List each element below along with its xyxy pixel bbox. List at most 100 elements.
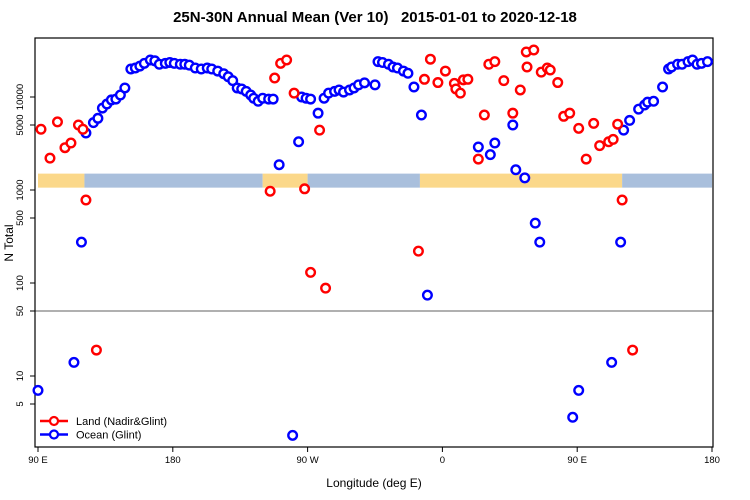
data-point-ocean (408, 81, 420, 93)
x-tick-label: 90 E (567, 455, 587, 466)
data-point-land (489, 56, 501, 68)
data-point-ocean (267, 93, 279, 105)
data-point-land (305, 266, 317, 278)
data-point-land (594, 140, 606, 152)
data-point-ocean (606, 356, 618, 368)
data-point-ocean (32, 384, 44, 396)
y-tick-label: 10 (15, 371, 26, 382)
data-point-land (65, 137, 77, 149)
data-point-land (90, 344, 102, 356)
data-point-land (552, 77, 564, 89)
legend-marker-icon (48, 415, 60, 427)
data-point-land (320, 282, 332, 294)
data-point-ocean (119, 82, 131, 94)
data-point-ocean (402, 67, 414, 79)
data-point-land (412, 245, 424, 257)
data-point-land (580, 153, 592, 165)
data-point-ocean (702, 56, 714, 68)
data-point-land (44, 152, 56, 164)
data-point-ocean (567, 411, 579, 423)
data-point-land (288, 87, 300, 99)
band-segment-land (262, 173, 308, 188)
data-point-land (544, 64, 556, 76)
band-segment-land (38, 173, 85, 188)
data-point-ocean (287, 429, 299, 441)
data-point-land (51, 116, 63, 128)
chart-title: 25N-30N Annual Mean (Ver 10) 2015-01-01 … (173, 9, 577, 26)
data-point-land (454, 87, 466, 99)
data-point-land (462, 73, 474, 85)
data-point-ocean (293, 136, 305, 148)
y-tick-label: 50 (15, 306, 26, 317)
data-point-ocean (615, 236, 627, 248)
data-point-land (573, 122, 585, 134)
y-axis-label: N Total (2, 224, 16, 262)
data-point-ocean (510, 164, 522, 176)
data-point-land (80, 194, 92, 206)
data-point-ocean (484, 149, 496, 161)
data-point-land (432, 77, 444, 89)
y-tick-label: 500 (15, 210, 26, 226)
y-tick-label: 1000 (15, 179, 26, 200)
band-segment-ocean (84, 173, 263, 188)
band-segment-ocean (622, 173, 712, 188)
y-tick-label: 5 (15, 401, 26, 406)
data-point-ocean (92, 112, 104, 124)
data-point-land (564, 107, 576, 119)
data-point-ocean (312, 107, 324, 119)
x-tick-label: 90 E (28, 455, 48, 466)
plot-border (34, 37, 714, 448)
data-point-land (478, 109, 490, 121)
data-point-ocean (507, 119, 519, 131)
data-point-ocean (534, 236, 546, 248)
data-point-ocean (68, 356, 80, 368)
data-point-land (299, 183, 311, 195)
data-point-land (607, 133, 619, 145)
legend-label: Land (Nadir&Glint) (76, 416, 167, 428)
data-point-land (472, 153, 484, 165)
data-point-land (281, 54, 293, 66)
data-point-land (616, 194, 628, 206)
data-point-ocean (273, 159, 285, 171)
data-point-ocean (359, 77, 371, 89)
data-point-ocean (472, 141, 484, 153)
data-point-land (498, 75, 510, 87)
data-point-ocean (573, 384, 585, 396)
band-segment-ocean (307, 173, 420, 188)
data-point-land (35, 123, 47, 135)
data-point-ocean (529, 217, 541, 229)
data-point-land (528, 44, 540, 56)
data-point-land (264, 185, 276, 197)
legend-marker-icon (48, 429, 60, 440)
data-point-land (439, 65, 451, 77)
data-point-land (424, 53, 436, 65)
data-point-land (514, 84, 526, 96)
data-point-land (507, 107, 519, 119)
data-point-land (588, 117, 600, 129)
data-point-ocean (75, 236, 87, 248)
data-point-ocean (421, 289, 433, 301)
data-point-land (77, 123, 89, 135)
data-point-ocean (489, 137, 501, 149)
data-point-land (269, 72, 281, 84)
data-point-land (612, 118, 624, 130)
x-tick-label: 180 (704, 455, 720, 466)
x-tick-label: 180 (165, 455, 181, 466)
data-point-ocean (415, 109, 427, 121)
data-point-land (314, 124, 326, 136)
legend-label: Ocean (Glint) (76, 430, 141, 442)
data-point-land (418, 73, 430, 85)
data-point-ocean (624, 114, 636, 126)
data-point-ocean (648, 95, 660, 107)
data-point-land (627, 344, 639, 356)
y-tick-label: 5000 (15, 114, 26, 135)
x-tick-label: 0 (440, 455, 445, 466)
data-point-ocean (369, 79, 381, 91)
x-axis-label: Longitude (deg E) (326, 476, 422, 490)
data-point-land (521, 61, 533, 73)
data-point-ocean (519, 172, 531, 184)
y-tick-label: 10000 (15, 84, 26, 110)
x-tick-label: 90 W (297, 455, 319, 466)
